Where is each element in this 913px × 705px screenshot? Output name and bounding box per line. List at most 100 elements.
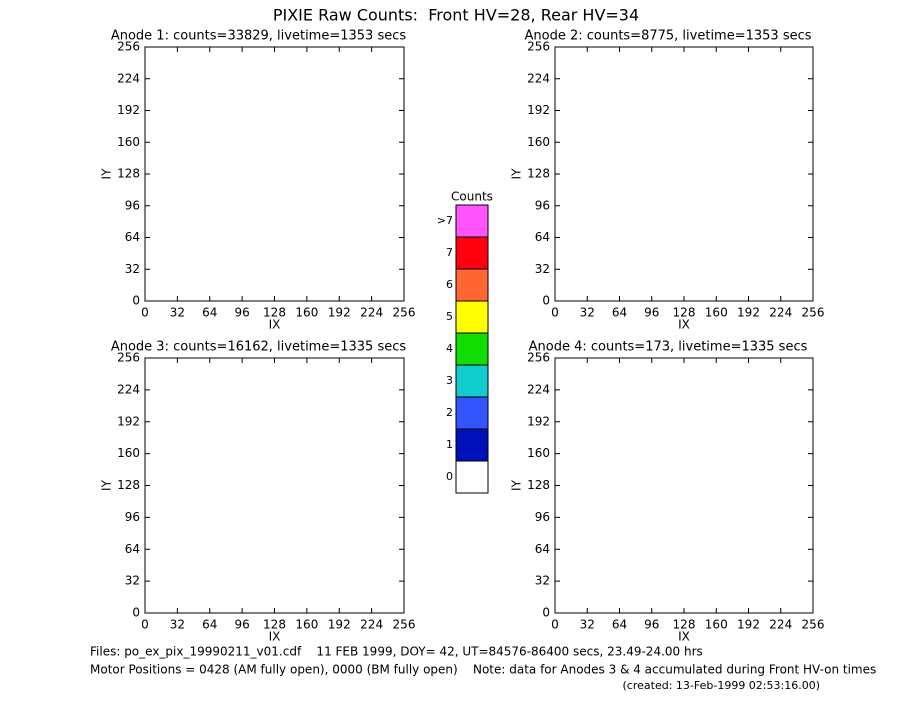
colorbar-label: 5	[446, 310, 453, 323]
colorbar-swatch	[455, 460, 489, 494]
x-tick-label: 0	[141, 306, 149, 320]
x-tick-label: 64	[612, 618, 627, 632]
y-tick-label: 192	[117, 103, 140, 117]
y-tick-label: 256	[527, 351, 550, 365]
colorbar-swatch	[455, 204, 489, 238]
y-tick-label: 192	[527, 103, 550, 117]
x-tick-label: 64	[202, 618, 217, 632]
page-title: PIXIE Raw Counts: Front HV=28, Rear HV=3…	[273, 6, 639, 25]
x-tick-label: 192	[737, 618, 760, 632]
x-tick-label: 128	[673, 306, 696, 320]
x-tick-label: 192	[328, 618, 351, 632]
panel-title: Anode 1: counts=33829, livetime=1353 sec…	[111, 29, 407, 44]
x-tick-label: 256	[393, 618, 416, 632]
plot-area	[144, 357, 405, 614]
colorbar-label: 4	[446, 342, 453, 355]
y-axis-label: IY	[510, 479, 524, 491]
colorbar-swatch	[455, 300, 489, 334]
y-tick-label: 32	[535, 262, 550, 276]
x-tick-label: 256	[802, 306, 825, 320]
x-tick-label: 160	[705, 306, 728, 320]
colorbar-label: 6	[446, 278, 453, 291]
colorbar-label: >7	[437, 214, 453, 227]
colorbar-swatch	[455, 236, 489, 270]
y-tick-label: 96	[535, 198, 550, 212]
y-tick-label: 0	[542, 294, 550, 308]
y-axis-label: IY	[100, 168, 114, 180]
y-tick-label: 32	[535, 574, 550, 588]
y-tick-label: 32	[125, 262, 140, 276]
y-tick-label: 256	[117, 351, 140, 365]
x-axis-label: IX	[678, 318, 690, 332]
y-tick-label: 160	[117, 446, 140, 460]
y-tick-label: 224	[117, 382, 140, 396]
x-tick-label: 96	[234, 306, 249, 320]
y-tick-label: 192	[527, 414, 550, 428]
y-tick-label: 256	[117, 40, 140, 54]
y-tick-label: 64	[125, 230, 140, 244]
y-tick-label: 64	[125, 542, 140, 556]
colorbar-label: 7	[446, 246, 453, 259]
x-tick-label: 32	[580, 306, 595, 320]
x-tick-label: 256	[802, 618, 825, 632]
colorbar-swatch	[455, 332, 489, 366]
y-tick-label: 128	[527, 478, 550, 492]
colorbar-label: 2	[446, 406, 453, 419]
x-axis-label: IX	[678, 630, 690, 644]
footer-created: (created: 13-Feb-1999 02:53:16.00)	[623, 679, 820, 692]
footer-motor: Motor Positions = 0428 (AM fully open), …	[90, 663, 876, 677]
x-tick-label: 256	[393, 306, 416, 320]
y-axis-label: IY	[510, 168, 524, 180]
x-tick-label: 96	[234, 618, 249, 632]
y-tick-label: 64	[535, 542, 550, 556]
x-tick-label: 224	[769, 306, 792, 320]
x-tick-label: 32	[170, 618, 185, 632]
y-tick-label: 32	[125, 574, 140, 588]
x-tick-label: 160	[295, 306, 318, 320]
y-axis-label: IY	[100, 479, 114, 491]
colorbar-swatch	[455, 268, 489, 302]
x-tick-label: 32	[580, 618, 595, 632]
x-tick-label: 160	[705, 618, 728, 632]
x-tick-label: 96	[644, 618, 659, 632]
y-tick-label: 96	[125, 510, 140, 524]
colorbar-swatch	[455, 364, 489, 398]
x-axis-label: IX	[269, 318, 281, 332]
plot-area	[554, 46, 814, 302]
y-tick-label: 160	[527, 446, 550, 460]
y-tick-label: 128	[117, 478, 140, 492]
x-tick-label: 224	[360, 306, 383, 320]
y-tick-label: 128	[117, 167, 140, 181]
y-tick-label: 128	[527, 167, 550, 181]
y-tick-label: 96	[125, 198, 140, 212]
y-tick-label: 0	[542, 606, 550, 620]
y-tick-label: 256	[527, 40, 550, 54]
x-tick-label: 192	[328, 306, 351, 320]
y-tick-label: 0	[132, 606, 140, 620]
x-tick-label: 32	[170, 306, 185, 320]
x-tick-label: 0	[551, 618, 559, 632]
y-tick-label: 96	[535, 510, 550, 524]
y-tick-label: 160	[117, 135, 140, 149]
x-axis-label: IX	[269, 630, 281, 644]
x-tick-label: 0	[551, 306, 559, 320]
colorbar-title: Counts	[451, 190, 493, 204]
colorbar-swatch	[455, 428, 489, 462]
x-tick-label: 96	[644, 306, 659, 320]
x-tick-label: 224	[360, 618, 383, 632]
footer-files: Files: po_ex_pix_19990211_v01.cdf 11 FEB…	[90, 645, 703, 659]
x-tick-label: 0	[141, 618, 149, 632]
y-tick-label: 192	[117, 414, 140, 428]
x-tick-label: 64	[202, 306, 217, 320]
y-tick-label: 160	[527, 135, 550, 149]
colorbar-label: 0	[446, 470, 453, 483]
colorbar-label: 3	[446, 374, 453, 387]
panel-title: Anode 4: counts=173, livetime=1335 secs	[529, 340, 808, 355]
panel-title: Anode 3: counts=16162, livetime=1335 sec…	[111, 340, 407, 355]
x-tick-label: 160	[295, 618, 318, 632]
x-tick-label: 128	[263, 306, 286, 320]
plot-area	[554, 357, 814, 614]
panel-title: Anode 2: counts=8775, livetime=1353 secs	[524, 29, 811, 44]
y-tick-label: 224	[117, 71, 140, 85]
